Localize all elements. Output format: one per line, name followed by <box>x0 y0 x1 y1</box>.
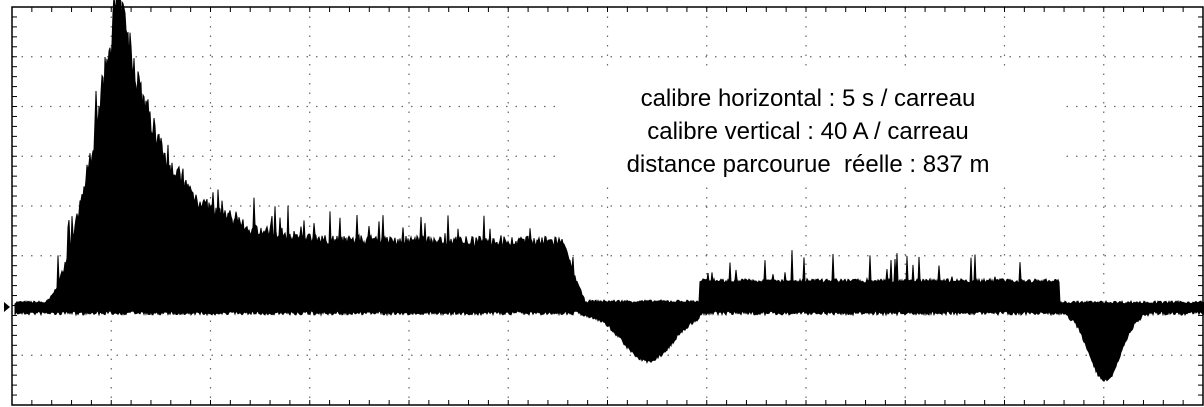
annotation-line: distance parcourue réelle : 837 m <box>627 151 990 178</box>
annotation-line: calibre vertical : 40 A / carreau <box>647 118 969 145</box>
ground-marker <box>4 302 10 312</box>
annotation-line: calibre horizontal : 5 s / carreau <box>641 85 976 112</box>
waveform <box>14 0 1204 382</box>
screen-border <box>11 6 1204 406</box>
annotation-backdrop <box>560 70 1060 182</box>
